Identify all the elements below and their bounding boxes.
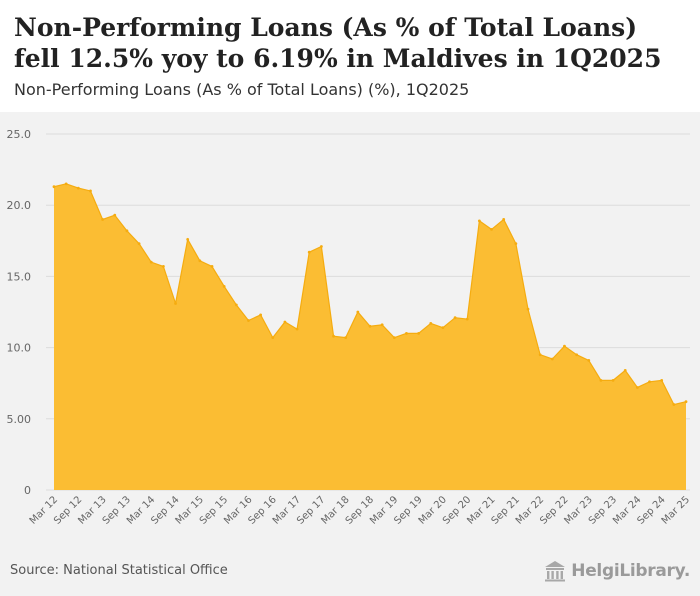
data-point [684, 400, 688, 404]
data-point [149, 260, 153, 264]
data-point [575, 353, 579, 357]
data-point [295, 327, 299, 331]
data-point [599, 378, 603, 382]
data-point [611, 378, 615, 382]
data-point [307, 250, 311, 254]
header: Non-Performing Loans (As % of Total Loan… [0, 0, 700, 112]
data-point [137, 242, 141, 246]
data-point [648, 380, 651, 384]
data-point [380, 323, 384, 327]
series-area-fill [54, 183, 686, 490]
data-point [271, 336, 275, 340]
helgi-library-logo: HelgiLibrary. [543, 560, 690, 582]
page-title: Non-Performing Loans (As % of Total Loan… [14, 13, 662, 73]
chart-subtitle: Non-Performing Loans (As % of Total Loan… [14, 80, 470, 99]
data-point [113, 213, 117, 217]
y-tick-label: 0 [24, 484, 31, 497]
y-axis-ticks: 0 5.00 10.0 15.0 20.0 25.0 [7, 128, 32, 497]
data-point [89, 189, 92, 193]
data-point [344, 336, 348, 340]
data-point [417, 331, 421, 335]
data-point [186, 237, 190, 241]
data-point [514, 242, 518, 246]
data-point [392, 336, 396, 340]
data-point [623, 368, 627, 372]
data-point [453, 316, 457, 320]
data-point [332, 334, 335, 338]
data-point [319, 245, 323, 248]
data-point [587, 359, 591, 362]
logo-text: HelgiLibrary. [571, 561, 690, 581]
data-point [550, 357, 554, 361]
series-area [52, 182, 688, 490]
data-point [672, 403, 676, 406]
data-point [247, 319, 250, 322]
y-tick-label: 5.00 [7, 413, 32, 426]
data-point [477, 219, 481, 223]
data-point [222, 284, 226, 288]
data-point [526, 307, 530, 311]
data-point [52, 185, 56, 189]
data-point [563, 344, 566, 348]
data-point [64, 182, 68, 186]
data-point [635, 386, 639, 389]
data-point [502, 218, 506, 221]
library-building-icon [545, 561, 566, 582]
data-point [368, 324, 372, 328]
y-tick-label: 20.0 [7, 199, 32, 212]
y-tick-label: 10.0 [7, 342, 32, 355]
data-point [198, 259, 202, 263]
data-point [161, 265, 165, 268]
data-point [660, 378, 664, 382]
data-point [76, 186, 80, 190]
data-point [259, 313, 263, 317]
y-tick-label: 15.0 [7, 270, 32, 283]
data-point [234, 303, 238, 307]
data-point [465, 317, 469, 321]
data-point [210, 265, 214, 268]
data-point [538, 353, 542, 357]
data-point [356, 310, 360, 314]
y-tick-label: 25.0 [7, 128, 32, 141]
data-point [283, 320, 287, 324]
data-point [441, 326, 445, 330]
data-point [429, 321, 433, 325]
data-point [101, 218, 105, 221]
data-point [405, 331, 408, 335]
data-point [125, 229, 129, 233]
data-point [490, 228, 493, 231]
source-note: Source: National Statistical Office [10, 563, 228, 578]
data-point [174, 302, 177, 305]
